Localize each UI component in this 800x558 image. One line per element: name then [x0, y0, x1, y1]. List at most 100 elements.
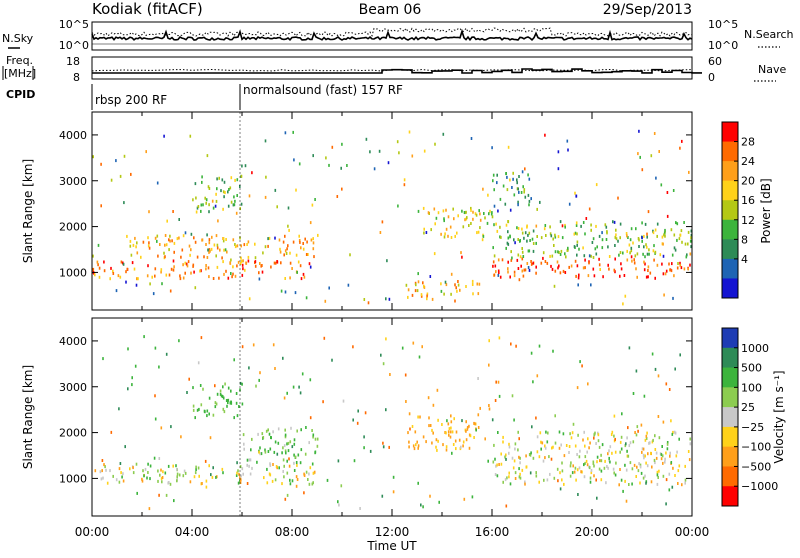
velocity-cell	[635, 369, 638, 373]
velocity-cell	[215, 475, 217, 479]
velocity-colorbar-swatch	[722, 347, 738, 369]
power-cell	[408, 130, 411, 134]
power-cell	[633, 258, 635, 262]
power-cell	[523, 236, 525, 240]
power-cell	[452, 207, 454, 211]
velocity-cell	[425, 440, 427, 444]
velocity-cell	[603, 466, 606, 470]
power-cell	[385, 297, 387, 301]
velocity-cell	[249, 458, 252, 462]
power-cell	[285, 252, 288, 255]
power-ytick-label: 2000	[59, 221, 87, 234]
power-cell	[512, 177, 514, 181]
power-cell	[684, 242, 687, 246]
power-cell	[679, 146, 681, 150]
power-cell	[289, 276, 291, 280]
velocity-cell	[284, 497, 287, 501]
power-cell	[528, 203, 530, 207]
power-cell	[212, 206, 215, 210]
power-cell	[331, 145, 334, 149]
velocity-cell	[274, 440, 277, 444]
power-cell	[544, 260, 547, 263]
power-cell	[518, 278, 521, 282]
power-cell	[509, 178, 511, 182]
power-cell	[595, 224, 597, 228]
velocity-cell	[272, 343, 275, 347]
velocity-cell	[303, 491, 305, 495]
velocity-cell	[572, 464, 574, 468]
power-cell	[679, 233, 682, 237]
velocity-cell	[465, 420, 467, 424]
power-cell	[92, 254, 94, 258]
power-cell	[464, 218, 466, 222]
nave-label: Nave	[758, 63, 786, 76]
velocity-cell	[495, 380, 497, 384]
power-cell	[187, 260, 190, 264]
power-cell	[157, 254, 159, 258]
x-tick-label: 08:00	[275, 525, 310, 539]
power-cell	[463, 211, 466, 214]
power-cell	[254, 242, 256, 246]
power-cell	[430, 228, 432, 232]
power-cell	[527, 233, 529, 237]
velocity-cell	[511, 456, 514, 460]
velocity-cell	[651, 465, 653, 469]
power-cell	[234, 243, 236, 246]
power-cell	[179, 274, 181, 278]
power-cell	[211, 235, 213, 239]
velocity-cell	[314, 437, 317, 441]
power-cell	[499, 197, 502, 201]
velocity-cell	[259, 371, 261, 375]
power-cell	[151, 275, 153, 279]
velocity-cell	[597, 439, 600, 443]
velocity-cell	[110, 430, 113, 434]
velocity-cell	[239, 476, 241, 480]
power-cell	[132, 243, 135, 247]
velocity-cell	[297, 453, 300, 457]
power-cell	[197, 205, 200, 208]
power-cell	[296, 270, 298, 274]
power-cell	[443, 235, 446, 239]
velocity-cell	[531, 425, 533, 429]
velocity-cell	[662, 420, 665, 424]
power-cell	[562, 269, 565, 273]
velocity-cell	[642, 476, 645, 480]
velocity-cell	[412, 444, 415, 448]
velocity-cell	[208, 396, 211, 400]
velocity-cell	[450, 414, 452, 418]
power-cell	[517, 187, 519, 191]
velocity-cell	[266, 467, 268, 471]
velocity-cell	[382, 362, 385, 366]
velocity-cell	[627, 454, 630, 458]
power-cell	[258, 271, 260, 275]
power-cell	[201, 175, 203, 179]
power-cell	[312, 154, 314, 158]
velocity-cell	[637, 429, 639, 433]
power-cell	[661, 262, 663, 266]
power-cell	[295, 253, 298, 257]
power-cell	[229, 261, 231, 265]
x-tick-label: 04:00	[175, 525, 210, 539]
power-cell	[468, 224, 470, 227]
velocity-cell	[574, 466, 577, 470]
power-cell	[189, 134, 192, 138]
velocity-cell	[241, 402, 244, 406]
velocity-cell	[164, 471, 167, 475]
power-cell	[129, 244, 132, 248]
power-cell	[207, 185, 210, 189]
velocity-cell	[581, 470, 583, 474]
power-cell	[457, 283, 460, 287]
power-cell	[282, 240, 285, 244]
power-ytick-label: 3000	[59, 175, 87, 188]
power-cell	[507, 220, 509, 223]
power-cell	[654, 228, 657, 232]
velocity-cell	[662, 474, 665, 478]
power-cell	[173, 265, 175, 269]
power-cell	[559, 220, 562, 224]
power-cell	[592, 256, 595, 259]
power-cell	[521, 227, 523, 231]
power-cell	[289, 261, 292, 265]
power-cell	[680, 266, 683, 270]
power-cell	[594, 247, 597, 251]
power-cell	[686, 253, 688, 257]
